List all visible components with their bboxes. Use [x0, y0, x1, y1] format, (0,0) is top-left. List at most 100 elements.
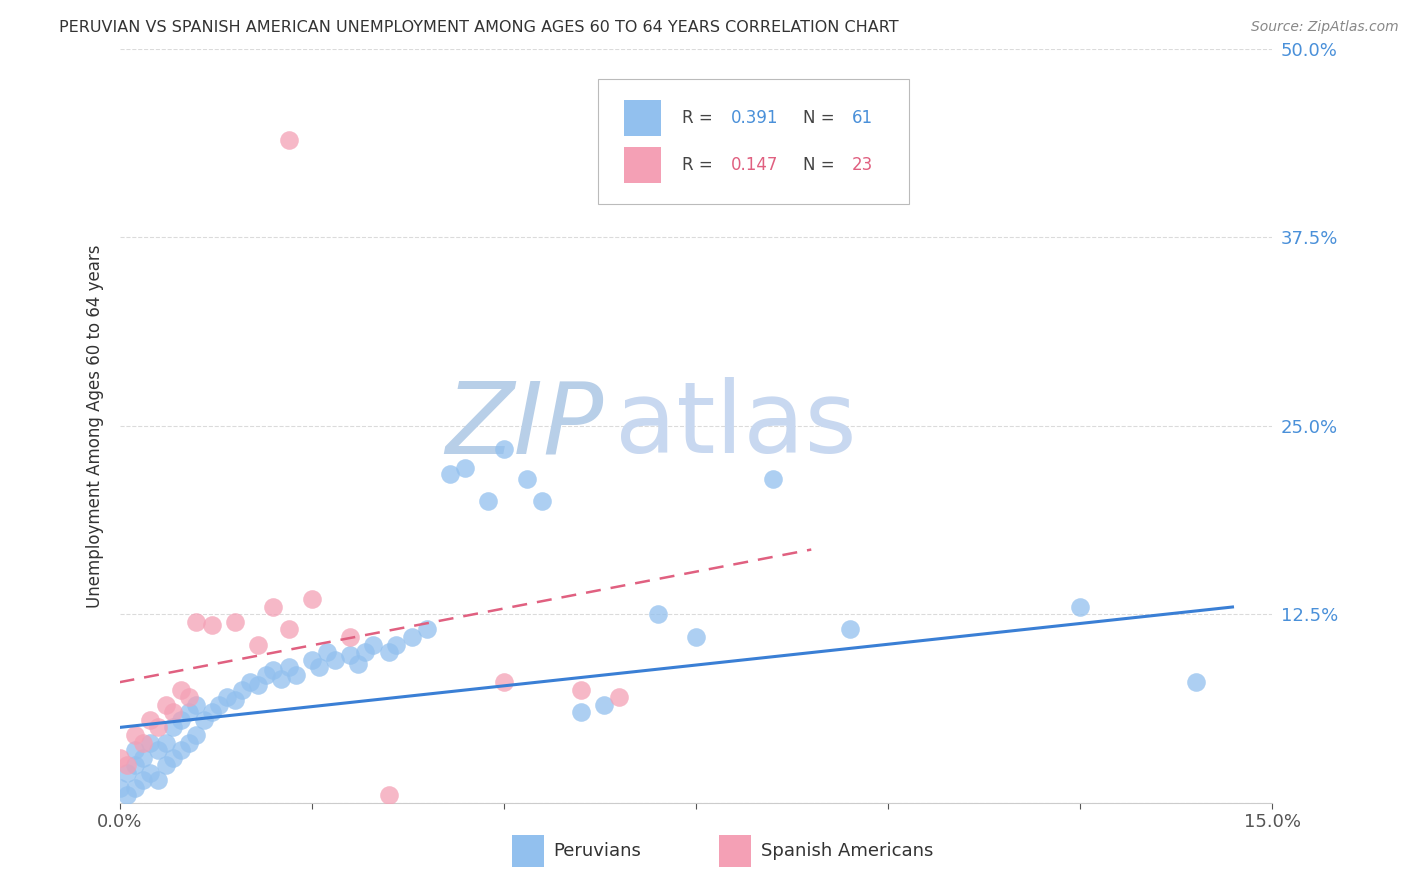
Point	[516, 472, 538, 486]
Text: 23: 23	[852, 156, 873, 174]
Point	[217, 690, 239, 705]
Point	[115, 789, 138, 803]
Point	[224, 693, 246, 707]
Bar	[624, 100, 661, 136]
Text: R =: R =	[682, 109, 718, 127]
Point	[155, 698, 177, 712]
Text: Peruvians: Peruvians	[553, 842, 641, 860]
Bar	[512, 835, 544, 867]
Text: 61: 61	[852, 109, 873, 127]
Point	[155, 758, 177, 772]
Point	[162, 721, 184, 735]
Point	[254, 667, 277, 681]
Point	[416, 623, 439, 637]
Point	[131, 735, 153, 749]
Point	[592, 698, 614, 712]
Point	[115, 765, 138, 780]
Point	[146, 773, 169, 788]
Point	[308, 660, 330, 674]
Point	[838, 623, 860, 637]
Point	[139, 713, 162, 727]
Point	[139, 765, 162, 780]
Bar	[718, 835, 751, 867]
Point	[208, 698, 231, 712]
Point	[323, 652, 346, 666]
Text: Spanish Americans: Spanish Americans	[761, 842, 934, 860]
Point	[454, 461, 477, 475]
Point	[316, 645, 339, 659]
Point	[186, 728, 208, 742]
Point	[146, 743, 169, 757]
Text: 0.391: 0.391	[731, 109, 778, 127]
Point	[124, 780, 146, 795]
Point	[569, 682, 592, 697]
Y-axis label: Unemployment Among Ages 60 to 64 years: Unemployment Among Ages 60 to 64 years	[86, 244, 104, 607]
Point	[177, 735, 200, 749]
Point	[131, 750, 153, 764]
Point	[1184, 675, 1206, 690]
Point	[569, 706, 592, 720]
Point	[354, 645, 377, 659]
Point	[762, 472, 785, 486]
Point	[339, 648, 361, 662]
Point	[377, 645, 399, 659]
Point	[477, 494, 499, 508]
Text: ZIP: ZIP	[446, 377, 603, 475]
Point	[270, 672, 292, 686]
Point	[124, 758, 146, 772]
Point	[439, 467, 461, 482]
Bar	[624, 147, 661, 183]
Point	[385, 638, 408, 652]
Point	[685, 630, 707, 644]
Text: R =: R =	[682, 156, 718, 174]
Point	[277, 132, 299, 146]
Point	[186, 615, 208, 629]
Point	[231, 682, 253, 697]
Point	[301, 592, 323, 607]
Point	[139, 735, 162, 749]
Point	[377, 789, 399, 803]
Point	[239, 675, 262, 690]
Point	[108, 750, 131, 764]
Point	[301, 652, 323, 666]
Text: N =: N =	[803, 156, 839, 174]
Text: 0.147: 0.147	[731, 156, 778, 174]
Point	[607, 690, 630, 705]
Point	[262, 663, 284, 677]
Point	[162, 706, 184, 720]
Point	[162, 750, 184, 764]
Point	[170, 713, 193, 727]
Point	[246, 678, 269, 692]
Text: N =: N =	[803, 109, 839, 127]
Point	[1069, 599, 1091, 614]
Point	[131, 773, 153, 788]
Point	[177, 706, 200, 720]
Point	[201, 618, 224, 632]
Point	[124, 743, 146, 757]
Point	[339, 630, 361, 644]
Point	[108, 780, 131, 795]
Point	[170, 743, 193, 757]
Text: Source: ZipAtlas.com: Source: ZipAtlas.com	[1251, 20, 1399, 34]
Text: atlas: atlas	[616, 377, 856, 475]
Point	[277, 660, 299, 674]
Point	[224, 615, 246, 629]
Point	[492, 442, 515, 456]
Point	[201, 706, 224, 720]
Point	[246, 638, 269, 652]
Text: PERUVIAN VS SPANISH AMERICAN UNEMPLOYMENT AMONG AGES 60 TO 64 YEARS CORRELATION : PERUVIAN VS SPANISH AMERICAN UNEMPLOYMEN…	[59, 20, 898, 35]
Point	[170, 682, 193, 697]
Point	[531, 494, 554, 508]
Point	[155, 735, 177, 749]
Point	[193, 713, 215, 727]
Point	[647, 607, 669, 622]
Point	[177, 690, 200, 705]
Point	[361, 638, 384, 652]
Point	[277, 623, 299, 637]
Point	[124, 728, 146, 742]
Point	[262, 599, 284, 614]
Point	[492, 675, 515, 690]
Point	[115, 758, 138, 772]
Point	[346, 657, 368, 672]
FancyBboxPatch shape	[598, 79, 910, 203]
